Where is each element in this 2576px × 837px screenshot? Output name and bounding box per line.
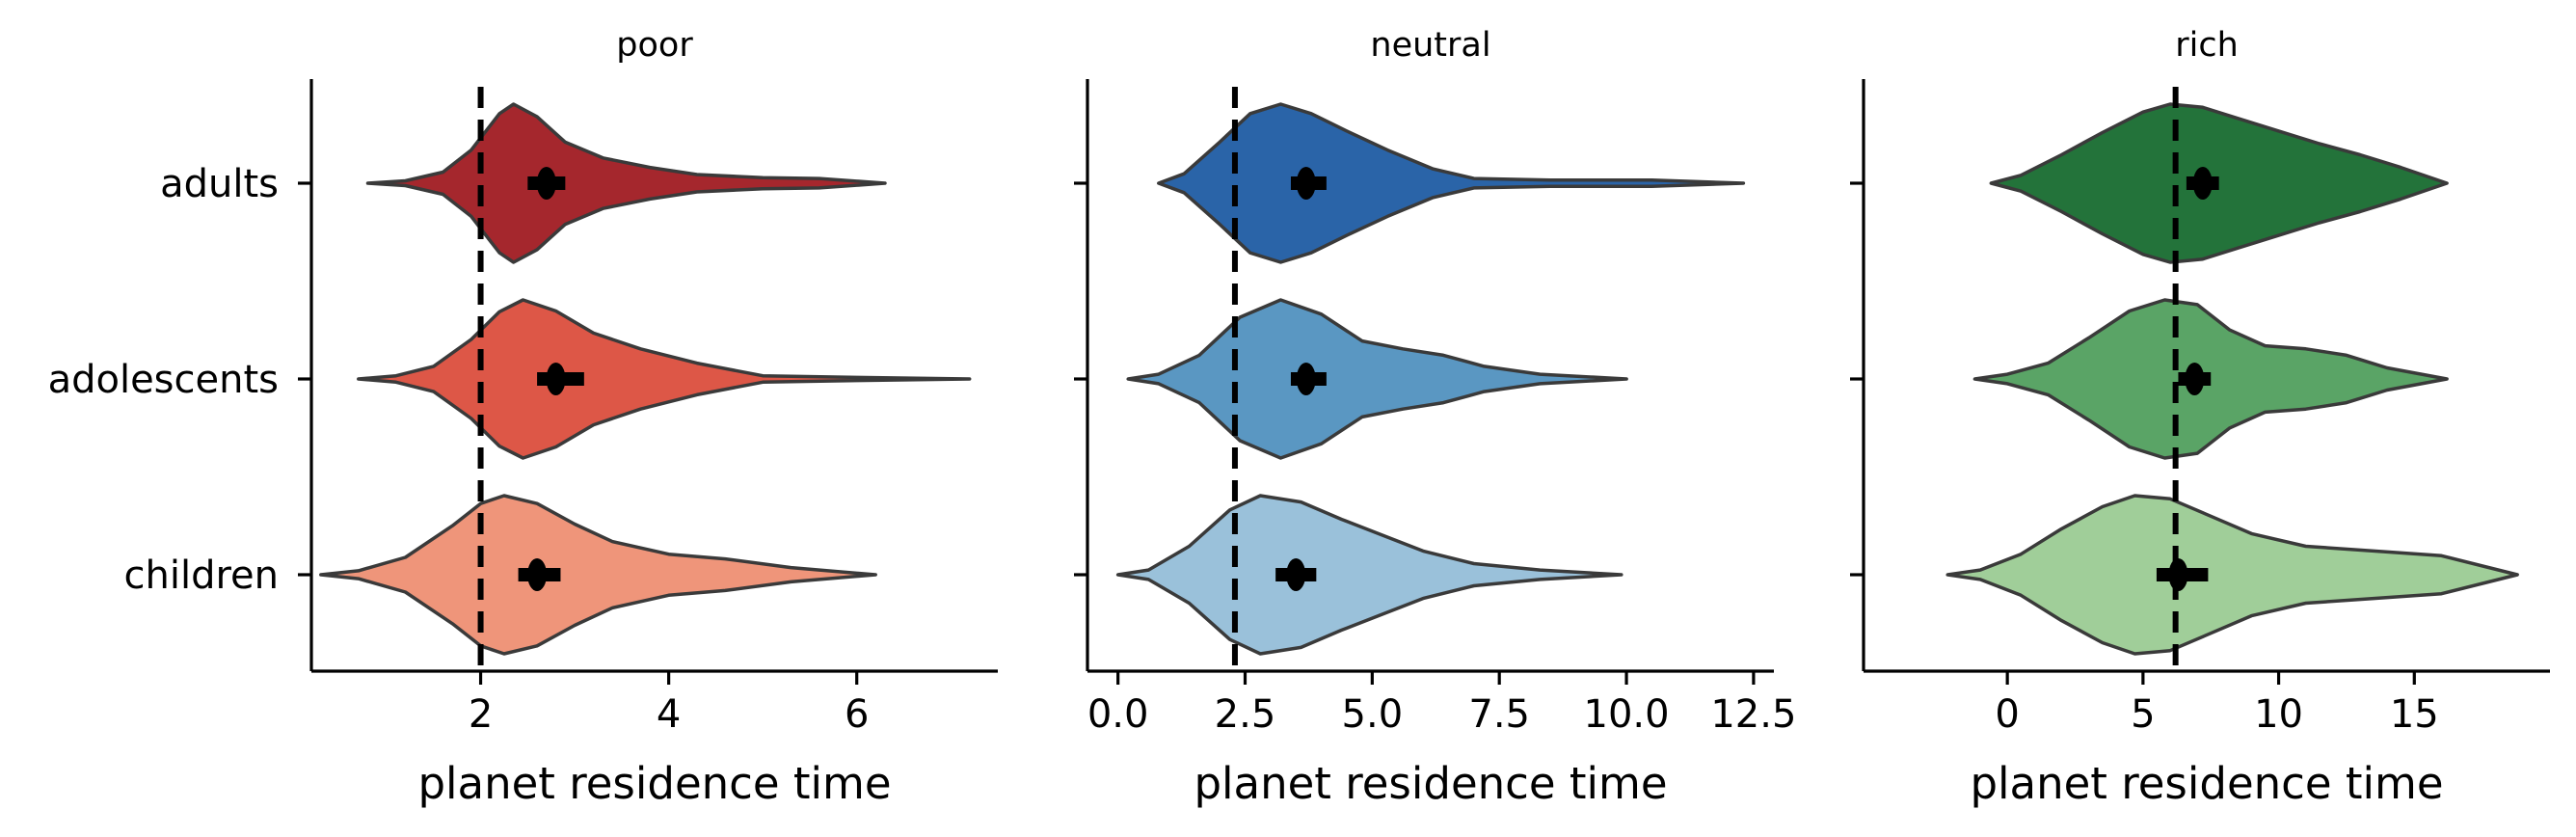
mean-marker-children <box>1286 558 1306 591</box>
mean-marker-adults <box>536 167 556 200</box>
violin-adolescents <box>357 298 972 460</box>
violin-adolescents <box>1126 298 1628 460</box>
violin-adults <box>1989 102 2449 264</box>
mean-marker-adults <box>1296 167 1316 200</box>
x-tick-label: 10.0 <box>1584 692 1670 737</box>
x-tick-label: 5.0 <box>1342 692 1404 737</box>
x-tick-label: 0 <box>1995 692 2019 737</box>
y-tick-label-children: children <box>124 554 280 598</box>
mean-marker-children <box>527 558 548 591</box>
panel-poor: adults adolescents children 2 4 6 poor planet r… <box>48 26 998 809</box>
y-tick-label-adults: adults <box>160 162 279 206</box>
x-tick-label: 2 <box>469 692 493 737</box>
x-tick-label: 2.5 <box>1215 692 1276 737</box>
x-tick-label: 4 <box>657 692 681 737</box>
x-axis-label: planet residence time <box>1970 758 2443 809</box>
y-tick-label-adolescents: adolescents <box>48 358 279 402</box>
x-axis-label: planet residence time <box>417 758 891 809</box>
panel-title: neutral <box>1370 26 1490 65</box>
violin-children <box>1945 494 2519 656</box>
violin-adolescents <box>1972 298 2449 460</box>
mean-marker-adolescents <box>1296 363 1316 395</box>
violin-children <box>319 494 877 656</box>
mean-marker-adults <box>2192 167 2213 200</box>
x-tick-label: 10 <box>2254 692 2303 737</box>
panel-title: rich <box>2175 26 2239 65</box>
violin-adults <box>1157 102 1746 264</box>
panel-title: poor <box>616 26 693 65</box>
panel-rich: 0 5 10 15 rich planet residence time <box>1850 26 2550 809</box>
violin-children <box>1115 494 1623 656</box>
x-tick-label: 0.0 <box>1087 692 1149 737</box>
violin-adults <box>365 102 887 264</box>
x-tick-label: 12.5 <box>1710 692 1796 737</box>
x-tick-label: 5 <box>2131 692 2155 737</box>
x-tick-label: 7.5 <box>1468 692 1530 737</box>
x-tick-label: 6 <box>845 692 869 737</box>
panel-neutral: 0.0 2.5 5.0 7.5 10.0 12.5 neutral planet reside… <box>1074 26 1796 809</box>
x-axis-label: planet residence time <box>1194 758 1667 809</box>
mean-marker-adolescents <box>2185 363 2205 395</box>
mean-marker-adolescents <box>546 363 566 395</box>
x-tick-label: 15 <box>2390 692 2439 737</box>
